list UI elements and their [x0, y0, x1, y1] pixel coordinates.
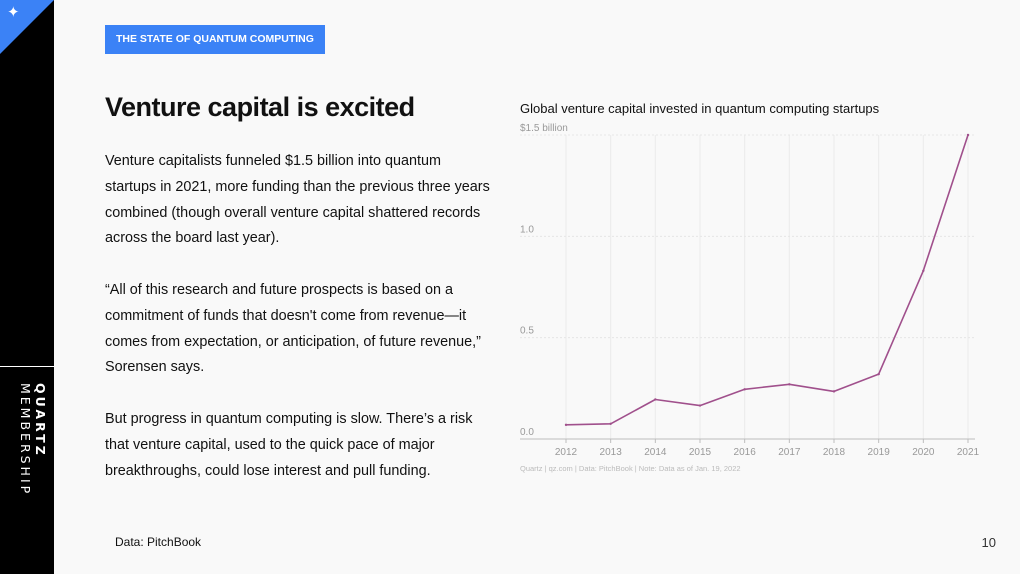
paragraph: But progress in quantum computing is slo…: [105, 410, 473, 479]
x-tick-label: 2016: [734, 447, 757, 458]
data-point: [743, 388, 746, 391]
line-chart: Quartz | qz.com | Data: PitchBook | Note…: [520, 123, 980, 473]
x-tick-label: 2018: [823, 447, 846, 458]
page-number: 10: [981, 535, 996, 550]
chart-title: Global venture capital invested in quant…: [520, 101, 880, 116]
sidebar-divider: [0, 366, 54, 367]
headline: Venture capital is excited: [105, 92, 415, 122]
data-point: [922, 269, 925, 272]
y-tick-label: 1.0: [520, 224, 534, 235]
data-source: Data: PitchBook: [115, 535, 202, 549]
x-tick-label: 2012: [555, 447, 578, 458]
paragraph: “All of this research and future prospec…: [105, 281, 481, 376]
x-tick-label: 2014: [644, 447, 667, 458]
brand-rest: MEMBERSHIP: [18, 383, 33, 497]
data-point: [654, 398, 657, 401]
y-tick-label: 0.0: [520, 427, 534, 438]
body-text: Venture capitalists funneled $1.5 billio…: [105, 149, 490, 510]
x-tick-label: 2013: [600, 447, 623, 458]
corner-triangle: [0, 0, 54, 54]
data-point: [832, 390, 836, 393]
x-tick-label: 2021: [957, 447, 980, 458]
data-point: [564, 423, 568, 427]
sparkle-icon: ✦: [7, 4, 20, 21]
sidebar: ✦ QUARTZ MEMBERSHIP: [0, 0, 54, 574]
paragraph: Venture capitalists funneled $1.5 billio…: [105, 153, 490, 247]
chart-note: Quartz | qz.com | Data: PitchBook | Note…: [520, 464, 741, 473]
brand-wordmark: QUARTZ MEMBERSHIP: [18, 383, 48, 574]
corner-badge: ✦: [0, 0, 54, 54]
x-tick-label: 2017: [778, 447, 801, 458]
data-point: [788, 383, 791, 386]
x-tick-label: 2020: [912, 447, 935, 458]
x-tick-label: 2019: [868, 447, 891, 458]
y-tick-label: $1.5 billion: [520, 123, 568, 134]
section-tag: THE STATE OF QUANTUM COMPUTING: [105, 25, 325, 54]
brand-bold: QUARTZ: [33, 383, 48, 458]
series-line: [565, 134, 969, 426]
data-point: [966, 133, 970, 137]
data-point: [609, 422, 612, 425]
data-point: [877, 372, 880, 376]
data-point: [698, 404, 702, 407]
y-tick-label: 0.5: [520, 326, 534, 337]
x-tick-label: 2015: [689, 447, 712, 458]
